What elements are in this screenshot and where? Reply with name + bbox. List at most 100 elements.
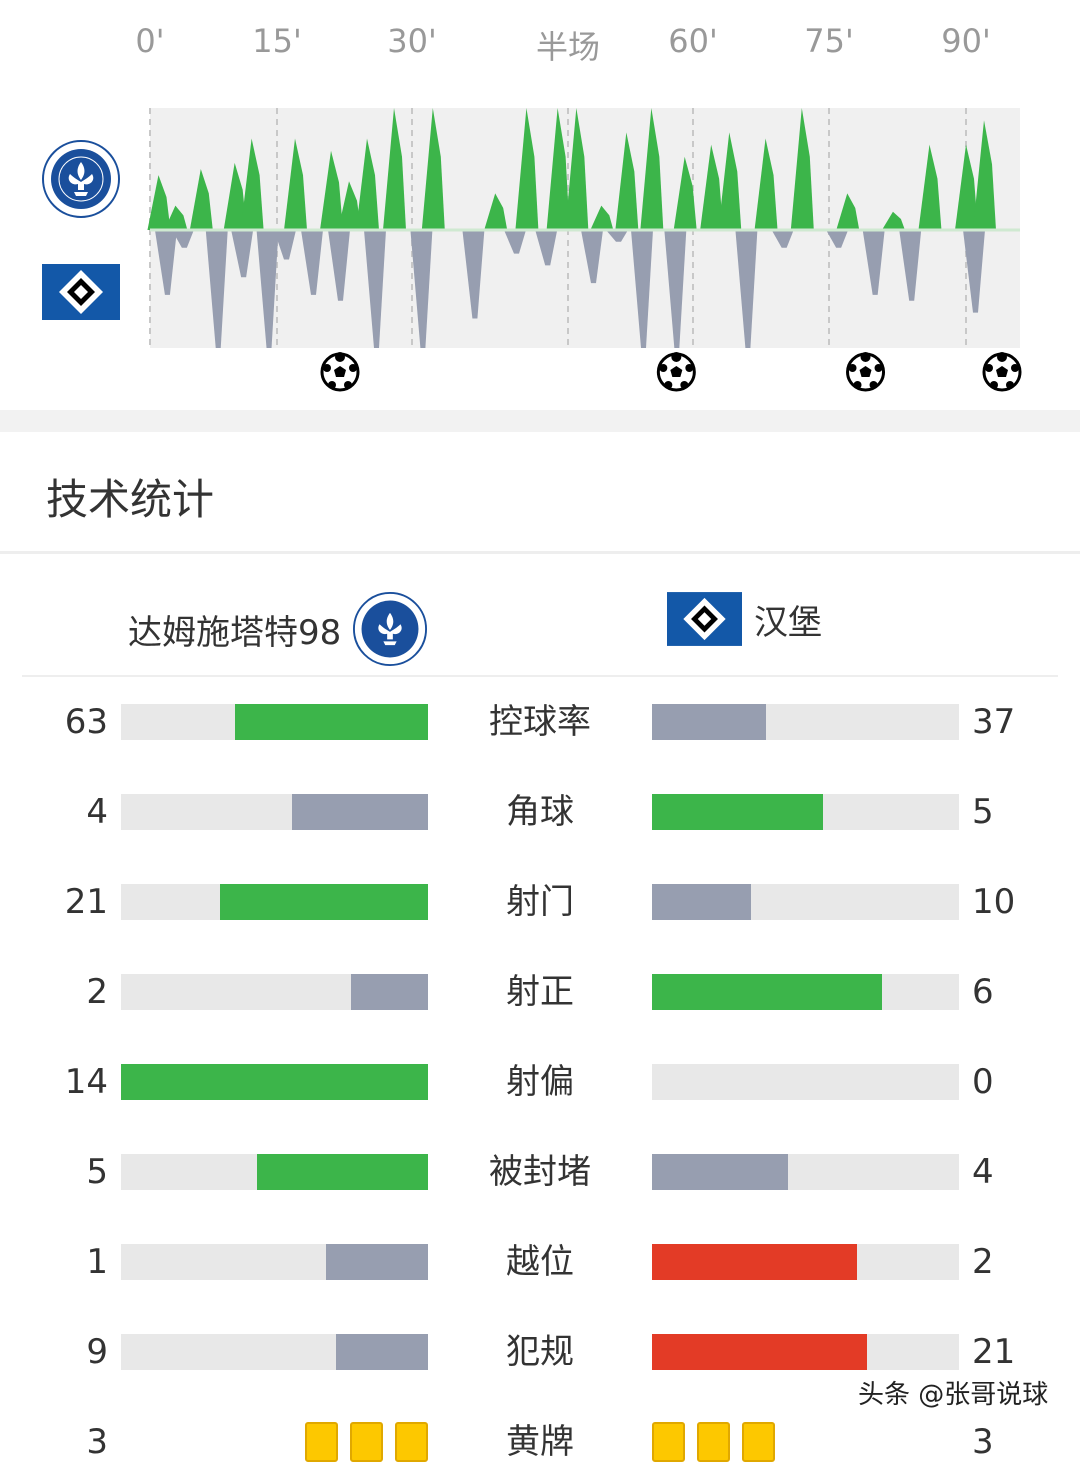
home-value: 63	[64, 702, 108, 742]
stat-row: 14 射偏 0	[0, 1062, 1080, 1102]
tick-label: 15'	[252, 22, 302, 60]
away-momentum-bar	[606, 230, 628, 242]
home-momentum-bar	[673, 156, 697, 230]
away-momentum-bar	[462, 230, 485, 319]
home-bar	[121, 1334, 428, 1370]
away-value: 6	[972, 972, 994, 1012]
hamburg-logo	[42, 264, 120, 320]
home-team: 达姆施塔特98	[128, 592, 428, 666]
home-momentum-bar	[147, 175, 171, 230]
away-momentum-bar	[154, 230, 177, 295]
home-momentum-bar	[320, 150, 343, 230]
home-momentum-bar	[189, 169, 213, 230]
home-momentum-bar	[918, 144, 942, 230]
home-momentum-bar	[640, 108, 664, 230]
section-title: 技术统计	[46, 475, 215, 524]
yellow-card-icon	[350, 1422, 383, 1462]
yellow-card-icon	[697, 1422, 730, 1462]
home-momentum-bar	[240, 138, 264, 230]
home-value: 5	[86, 1152, 108, 1192]
tick-label: 0'	[135, 22, 165, 60]
home-momentum-bar	[546, 108, 570, 230]
tick-label: 60'	[668, 22, 718, 60]
home-momentum-bar	[484, 193, 508, 230]
home-bar-fill	[121, 1064, 428, 1100]
yellow-card-icon	[652, 1422, 685, 1462]
home-value: 9	[86, 1332, 108, 1372]
away-momentum-bar	[504, 230, 526, 254]
home-value: 4	[86, 792, 108, 832]
stat-label: 射偏	[506, 1062, 574, 1102]
stat-row: 9 犯规 21	[0, 1332, 1080, 1372]
goal-ball-icon	[846, 352, 886, 392]
away-momentum-bar	[328, 230, 350, 301]
away-bar-fill	[652, 884, 752, 920]
home-momentum-bar	[515, 108, 539, 230]
away-momentum-bar	[205, 230, 228, 348]
home-team-name: 达姆施塔特98	[128, 612, 342, 653]
home-bar	[121, 1064, 428, 1100]
darmstadt-logo	[42, 140, 120, 218]
stat-label: 射正	[506, 972, 574, 1012]
away-momentum-bar	[581, 230, 603, 284]
home-bar-fill	[291, 794, 428, 830]
stat-label: 越位	[506, 1242, 574, 1282]
home-momentum-bar	[421, 108, 445, 230]
darmstadt-logo	[353, 592, 428, 666]
home-value: 14	[64, 1062, 108, 1102]
away-bar	[652, 1244, 959, 1280]
home-momentum-bar	[718, 132, 742, 230]
away-momentum-bar	[771, 230, 794, 248]
home-bar	[121, 1244, 428, 1280]
away-bar-fill	[652, 704, 766, 740]
timeline-ticks: 0' 15' 30' 半场 60' 75' 90'	[0, 22, 1080, 72]
away-bar-fill	[652, 794, 823, 830]
away-value: 2	[972, 1242, 994, 1282]
yellow-card-icon	[395, 1422, 428, 1462]
away-momentum-bar	[231, 230, 254, 278]
home-momentum-bar	[356, 138, 379, 230]
stat-label: 犯规	[506, 1332, 574, 1372]
home-momentum-bar	[836, 193, 860, 230]
away-momentum-bar	[899, 230, 922, 301]
home-yellow-cards	[305, 1422, 428, 1462]
away-momentum-bar	[301, 230, 323, 295]
stat-label: 角球	[506, 792, 574, 832]
home-bar-fill	[220, 884, 428, 920]
home-value: 3	[86, 1422, 108, 1462]
away-bar	[652, 704, 959, 740]
away-momentum-bar	[735, 230, 758, 348]
away-momentum-bar	[274, 230, 296, 260]
away-value: 0	[972, 1062, 994, 1102]
home-momentum-bar	[565, 108, 589, 230]
stat-row: 1 越位 2	[0, 1242, 1080, 1282]
stat-row: 2 射正 6	[0, 972, 1080, 1012]
away-momentum-bar	[410, 230, 433, 348]
home-bar-fill	[234, 704, 428, 740]
away-value: 3	[972, 1422, 994, 1462]
home-value: 1	[86, 1242, 108, 1282]
away-bar	[652, 1154, 959, 1190]
away-momentum-bar	[171, 230, 194, 248]
home-momentum-bar	[615, 132, 639, 230]
away-value: 5	[972, 792, 994, 832]
away-bar	[652, 974, 959, 1010]
home-momentum-bar	[590, 205, 614, 230]
away-bar	[652, 1064, 959, 1100]
away-value: 21	[972, 1332, 1016, 1372]
home-bar-fill	[351, 974, 428, 1010]
stat-row: 21 射门 10	[0, 882, 1080, 922]
stat-row: 63 控球率 37	[0, 702, 1080, 742]
stat-label: 被封堵	[489, 1152, 591, 1192]
away-momentum-bar	[364, 230, 386, 348]
away-bar-fill	[652, 1154, 789, 1190]
away-value: 37	[972, 702, 1016, 742]
goal-ball-icon	[982, 352, 1022, 392]
tick-label: 90'	[941, 22, 991, 60]
away-momentum-bar	[631, 230, 653, 348]
away-momentum-bar	[862, 230, 885, 295]
away-bar-fill	[652, 1334, 867, 1370]
home-momentum-bar	[164, 205, 188, 230]
divider	[22, 675, 1058, 677]
divider	[0, 551, 1080, 554]
